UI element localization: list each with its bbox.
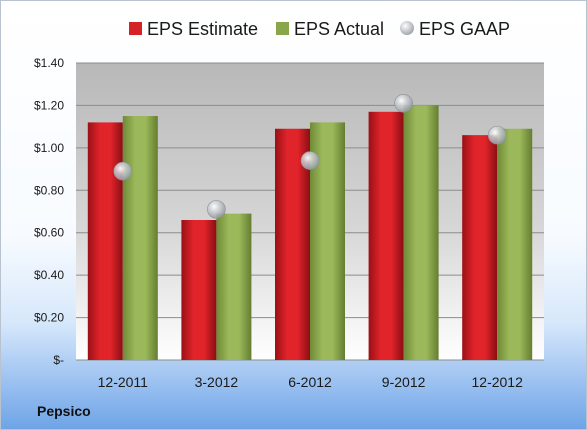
- y-tick-label: $0.80: [34, 183, 64, 197]
- legend-swatch-gaap: [400, 21, 414, 35]
- point-eps-gaap: [300, 151, 320, 170]
- bar-eps-actual: [497, 128, 533, 360]
- x-tick-label: 9-2012: [382, 374, 426, 390]
- legend-label-actual: EPS Actual: [294, 19, 384, 39]
- legend: EPS Estimate EPS Actual EPS GAAP: [129, 19, 510, 39]
- point-eps-gaap: [113, 161, 133, 181]
- bar-eps-estimate: [87, 122, 123, 361]
- y-tick-label: $0.60: [34, 226, 64, 240]
- y-tick-label: $1.00: [34, 141, 64, 155]
- legend-label-estimate: EPS Estimate: [147, 19, 258, 39]
- point-eps-gaap: [394, 94, 413, 113]
- x-axis-ticks: 12-2011 3-2012 6-2012 9-2012 12-2012: [98, 374, 523, 390]
- bar-eps-estimate: [368, 111, 404, 361]
- x-tick-label: 6-2012: [288, 374, 332, 390]
- x-tick-label: 3-2012: [195, 374, 239, 390]
- legend-swatch-actual: [276, 22, 289, 35]
- legend-swatch-estimate: [129, 22, 142, 35]
- company-name: Pepsico: [37, 403, 91, 419]
- bar-eps-estimate: [181, 219, 217, 360]
- y-tick-label: $0.40: [34, 268, 64, 282]
- bar-eps-estimate: [462, 135, 498, 360]
- y-tick-label: $-: [53, 353, 64, 367]
- gaap-points: [113, 94, 507, 219]
- y-tick-label: $0.20: [34, 311, 64, 325]
- bar-eps-actual: [216, 213, 252, 360]
- legend-label-gaap: EPS GAAP: [419, 19, 510, 39]
- bar-eps-actual: [403, 105, 439, 360]
- point-eps-gaap: [207, 200, 226, 219]
- y-axis-ticks: $- $0.20 $0.40 $0.60 $0.80 $1.00 $1.20 $1.40: [34, 56, 64, 367]
- point-eps-gaap: [487, 125, 507, 145]
- y-tick-label: $1.20: [34, 98, 64, 112]
- bar-eps-actual: [122, 116, 158, 361]
- x-tick-label: 12-2011: [98, 374, 149, 390]
- y-tick-label: $1.40: [34, 56, 64, 70]
- bars: [87, 105, 533, 361]
- x-tick-label: 12-2012: [472, 374, 524, 390]
